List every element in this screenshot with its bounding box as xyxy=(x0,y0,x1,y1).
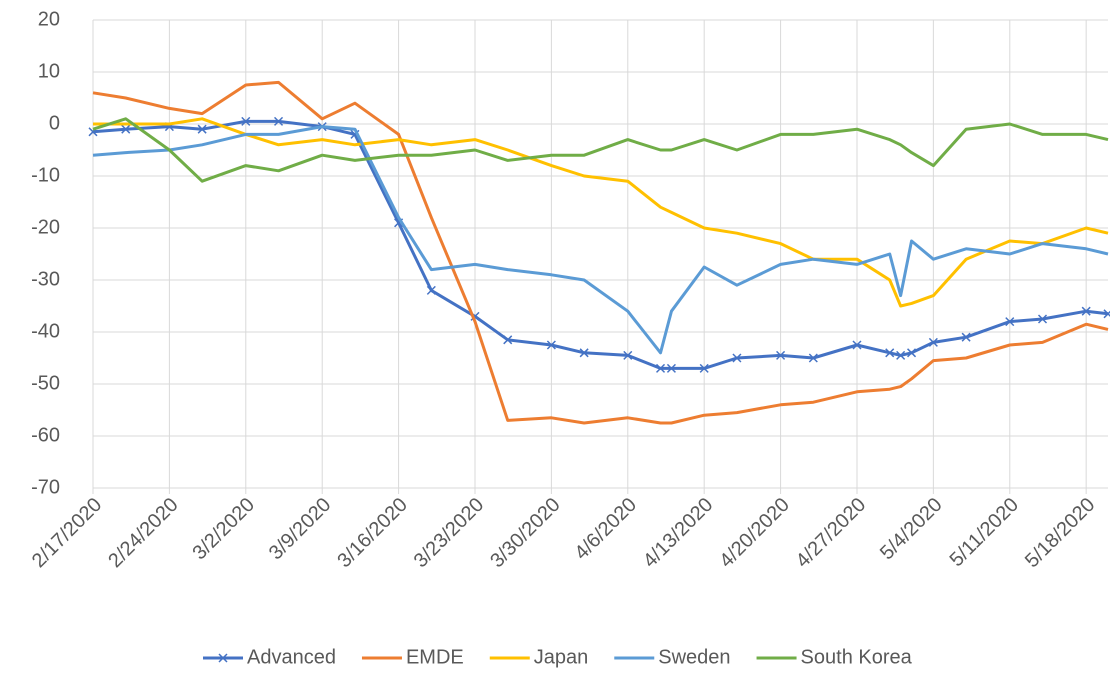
point-marker xyxy=(852,340,862,350)
y-tick-label: -40 xyxy=(31,320,60,342)
y-tick-label: 20 xyxy=(38,8,60,30)
point-marker xyxy=(1005,317,1015,327)
point-marker xyxy=(274,116,284,126)
y-tick-label: 0 xyxy=(49,112,60,134)
y-tick-label: -70 xyxy=(31,476,60,498)
point-marker xyxy=(623,350,633,360)
point-marker xyxy=(666,363,676,373)
x-tick-label: 2/24/2020 xyxy=(104,494,182,572)
point-marker xyxy=(1081,306,1091,316)
x-tick-label: 5/18/2020 xyxy=(1021,494,1099,572)
series-line xyxy=(93,117,1109,308)
legend-marker xyxy=(218,653,228,663)
point-marker xyxy=(885,348,895,358)
y-tick-label: -10 xyxy=(31,164,60,186)
x-tick-label: 4/20/2020 xyxy=(715,494,793,572)
y-tick-label: -50 xyxy=(31,372,60,394)
point-marker xyxy=(121,124,131,134)
series-line xyxy=(92,117,1109,183)
y-tick-label: 10 xyxy=(38,60,60,82)
x-tick-label: 5/11/2020 xyxy=(946,494,1023,571)
y-tick-label: -60 xyxy=(31,424,60,446)
x-tick-label: 2/17/2020 xyxy=(28,494,106,572)
x-tick-label: 3/2/2020 xyxy=(188,494,259,565)
point-marker xyxy=(503,335,513,345)
point-marker xyxy=(907,348,917,358)
series-line xyxy=(92,80,1109,425)
legend-label: Sweden xyxy=(658,646,730,668)
x-tick-label: 3/23/2020 xyxy=(410,494,488,572)
point-marker xyxy=(776,350,786,360)
x-tick-label: 3/9/2020 xyxy=(265,494,336,565)
point-marker xyxy=(699,363,709,373)
point-marker xyxy=(928,337,938,347)
x-tick-label: 3/16/2020 xyxy=(333,494,411,572)
point-marker xyxy=(808,353,818,363)
x-tick-label: 4/27/2020 xyxy=(792,494,870,572)
series-line xyxy=(92,119,1109,370)
point-marker xyxy=(961,332,971,342)
x-tick-label: 4/6/2020 xyxy=(570,494,641,565)
point-marker xyxy=(896,350,906,360)
legend-label: Japan xyxy=(534,646,589,668)
y-tick-label: -20 xyxy=(31,216,60,238)
x-tick-label: 4/13/2020 xyxy=(639,494,717,572)
series-line xyxy=(92,125,1109,355)
point-marker xyxy=(426,285,436,295)
point-marker xyxy=(579,348,589,358)
x-tick-label: 3/30/2020 xyxy=(486,494,564,572)
legend-label: EMDE xyxy=(406,646,464,668)
legend-label: South Korea xyxy=(801,646,913,668)
point-marker xyxy=(241,116,251,126)
y-tick-label: -30 xyxy=(31,268,60,290)
point-marker xyxy=(1103,309,1110,319)
point-marker xyxy=(197,124,207,134)
x-tick-label: 5/4/2020 xyxy=(876,494,947,565)
point-marker xyxy=(655,363,666,373)
point-marker xyxy=(546,340,556,350)
point-marker xyxy=(1037,314,1048,324)
point-marker xyxy=(732,353,742,363)
legend-label: Advanced xyxy=(247,646,336,668)
